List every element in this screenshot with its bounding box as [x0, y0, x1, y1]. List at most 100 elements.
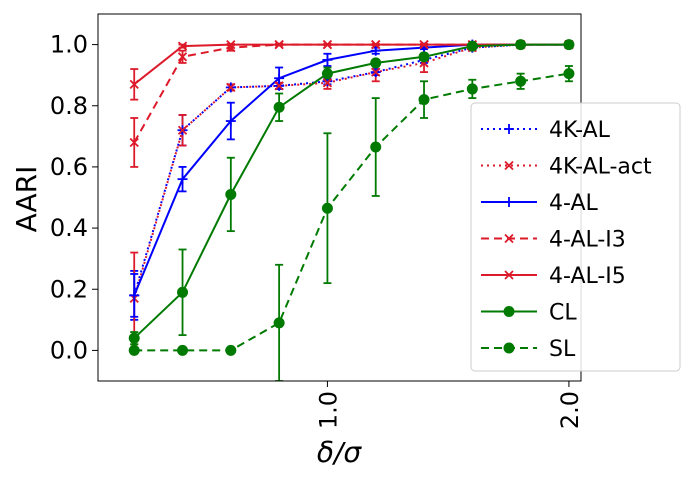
series-line-4k-al-act [133, 43, 569, 299]
point-cl-5 [370, 57, 382, 69]
point-4-al-5 [370, 45, 381, 56]
point-4-al-i5-5-b [371, 39, 381, 50]
y-tick-label-5: 1.0 [50, 31, 88, 59]
point-4-al-i3-2 [226, 43, 236, 53]
point-4-al-i5-0 [129, 79, 139, 89]
point-4-al-i5-3 [274, 39, 284, 50]
legend-label-sl: SL [549, 337, 576, 362]
point-4-al-3 [274, 73, 285, 84]
point-4k-al-act-1 [177, 125, 188, 135]
point-4-al-i3-2-b [226, 43, 236, 53]
legend-label-cl: CL [549, 301, 577, 326]
point-cl-4 [321, 68, 333, 80]
legend-entry-sl: SL [481, 337, 576, 362]
series-line-cl [133, 43, 569, 339]
point-cl-2 [225, 188, 237, 200]
legend-label-4k-al: 4K-AL [549, 118, 611, 143]
point-cl-7 [466, 40, 478, 52]
x-tick-label-1: 2.0 [556, 391, 584, 429]
x-tick-label-0: 1.0 [314, 391, 342, 429]
y-tick-label-4: 0.8 [50, 92, 88, 120]
point-4-al-0 [129, 290, 140, 301]
markers [128, 39, 575, 356]
point-4k-al-act-4-b [322, 78, 333, 88]
point-sl-2 [225, 344, 237, 356]
series-line-4-al-i3 [133, 43, 569, 143]
legend-marker-4k-al [504, 124, 514, 134]
point-4k-al-act-5-b [371, 67, 381, 77]
point-4-al-i3-1 [177, 52, 188, 62]
point-cl-8 [515, 39, 527, 51]
point-sl-1 [177, 344, 189, 356]
point-4-al-i5-4-b [322, 39, 333, 50]
legend-marker-cl [503, 306, 515, 317]
point-4-al-i3-0-b [129, 137, 139, 148]
point-sl-5 [370, 141, 382, 153]
legend-entry-4k-al-act: 4K-AL-act [481, 155, 652, 180]
legend-marker-4-al-i5 [504, 270, 514, 280]
point-4k-al-act-3 [274, 81, 284, 91]
legend-entry-4-al: 4-AL [481, 191, 599, 216]
legend-box [470, 102, 681, 372]
point-sl-3 [273, 317, 285, 329]
point-sl-7 [466, 83, 478, 95]
point-4-al-i5-6-b [419, 39, 429, 50]
x-axis-label: δ/σ [317, 436, 363, 469]
series-line-sl [134, 72, 570, 352]
point-sl-4 [321, 202, 333, 214]
point-4-al-i5-1-b [177, 41, 188, 51]
point-sl-0 [128, 344, 140, 356]
point-cl-1 [177, 286, 189, 298]
point-4k-al-act-5 [371, 67, 381, 77]
point-4-al-i5-4 [322, 39, 333, 50]
legend-marker-4-al [504, 197, 514, 207]
y-axis-label: AARI [10, 166, 43, 233]
legend-label-4-al-i5: 4-AL-I5 [549, 264, 626, 289]
point-cl-6 [418, 51, 430, 63]
point-4-al-4 [322, 54, 333, 65]
point-4k-al-act-4 [322, 78, 333, 88]
y-tick-label-1: 0.2 [50, 275, 88, 303]
point-4-al-i5-5 [371, 39, 381, 50]
point-4-al-i5-1 [177, 41, 188, 51]
point-4-al-2 [225, 116, 236, 127]
legend-entry-4-al-i3: 4-AL-I3 [481, 228, 626, 253]
point-sl-8 [515, 75, 527, 87]
legend-entry-4k-al: 4K-AL [481, 118, 611, 143]
point-4-al-1 [177, 174, 188, 185]
point-4-al-i5-3-b [274, 39, 284, 50]
series-line-4k-al [133, 43, 569, 296]
legend-marker-4-al-i5-b [504, 270, 514, 280]
point-cl-3 [273, 101, 285, 113]
legend: 4K-AL 4K-AL-act 4-AL 4-AL-I3 4-AL-I5 CL SL [470, 102, 681, 372]
point-4-al-i3-0 [129, 137, 139, 148]
point-sl-6 [418, 94, 430, 106]
legend-label-4-al-i3: 4-AL-I3 [549, 228, 626, 253]
point-4-al-i5-6 [419, 39, 429, 50]
point-4-al-i5-2 [226, 39, 236, 50]
point-cl-0 [128, 332, 140, 344]
point-4k-al-act-2 [226, 82, 236, 93]
point-4-al-i5-0-b [129, 79, 139, 89]
point-4k-al-act-1-b [177, 125, 188, 135]
y-tick-label-0: 0.0 [50, 336, 88, 364]
point-4-al-i3-1-b [177, 52, 188, 62]
point-4-al-i5-2-b [226, 39, 236, 50]
legend-marker-4k-al-act-b [504, 160, 514, 171]
legend-marker-4-al-i3 [504, 233, 514, 244]
series-lines [133, 43, 570, 352]
legend-marker-sl [503, 342, 515, 354]
point-cl-9 [563, 39, 575, 51]
point-sl-9 [563, 68, 575, 80]
y-tick-label-3: 0.6 [50, 153, 88, 181]
legend-entry-4-al-i5: 4-AL-I5 [481, 264, 626, 289]
point-4k-al-act-2-b [226, 82, 236, 93]
legend-marker-4-al-i3-b [504, 233, 514, 244]
y-tick-label-2: 0.4 [50, 214, 88, 242]
legend-marker-4k-al-act [504, 160, 514, 171]
legend-label-4k-al-act: 4K-AL-act [549, 155, 652, 180]
legend-entry-cl: CL [481, 301, 577, 326]
point-4k-al-act-3-b [274, 81, 284, 91]
legend-label-4-al: 4-AL [549, 191, 599, 216]
